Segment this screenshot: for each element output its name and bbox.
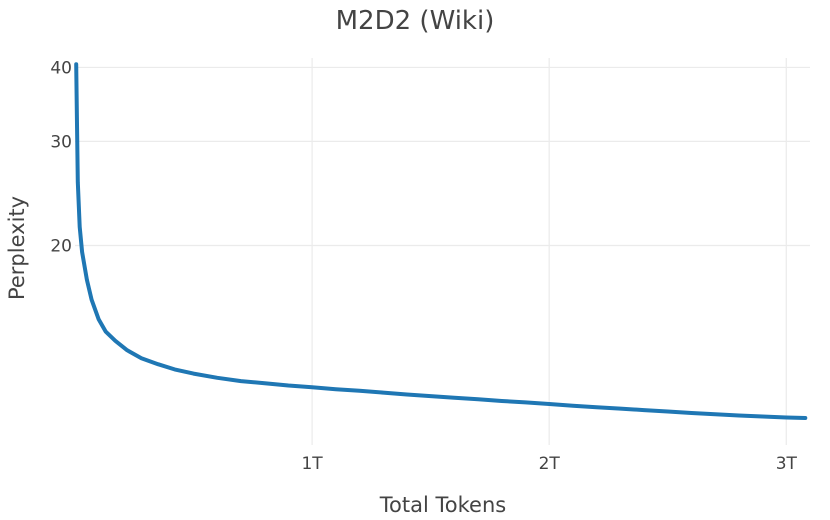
y-axis-ticks: 20 30 40 (50, 58, 72, 256)
x-tick-label: 1T (301, 454, 323, 474)
x-axis-ticks: 1T 2T 3T (301, 454, 797, 474)
y-axis-title: Perplexity (5, 196, 29, 300)
y-tick-label: 40 (50, 58, 72, 78)
gridlines (75, 58, 810, 445)
x-tick-label: 2T (539, 454, 561, 474)
y-tick-label: 20 (50, 237, 72, 257)
series-line (74, 62, 808, 420)
y-tick-label: 30 (50, 132, 72, 152)
series-group (74, 62, 808, 420)
chart-title: M2D2 (Wiki) (336, 6, 495, 36)
x-tick-label: 3T (776, 454, 798, 474)
x-axis-title: Total Tokens (379, 493, 506, 517)
